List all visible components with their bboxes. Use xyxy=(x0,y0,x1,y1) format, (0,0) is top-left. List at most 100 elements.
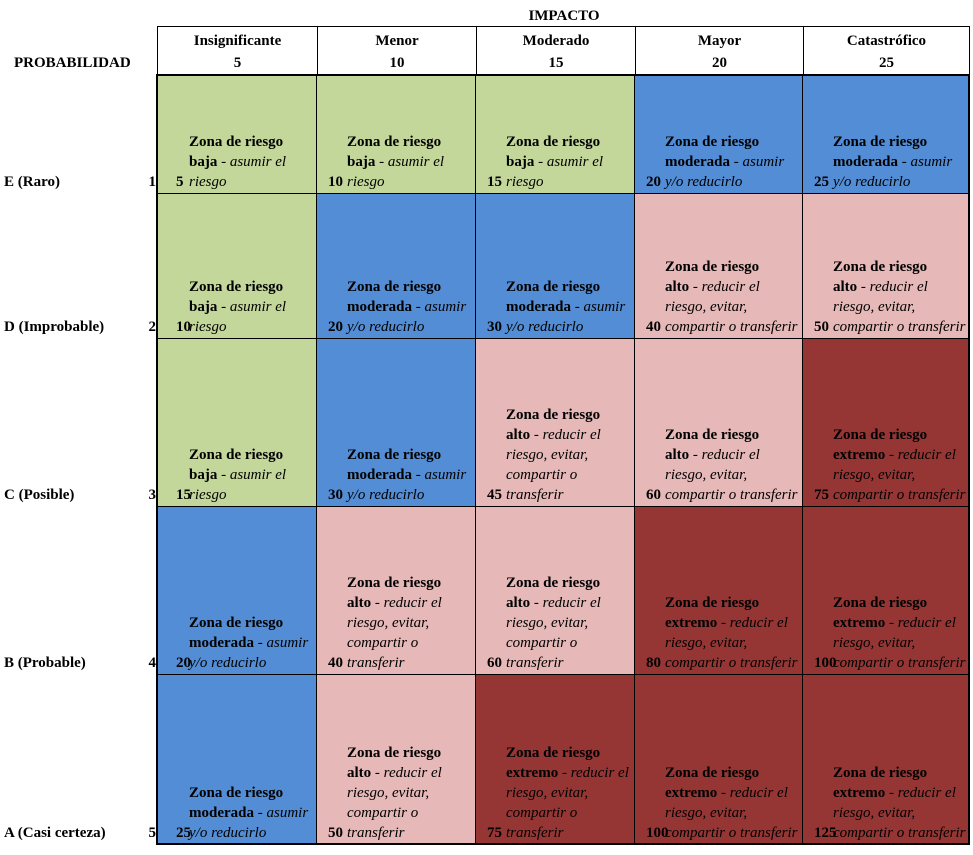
risk-zone-title: Zona de riesgo xyxy=(189,447,284,463)
risk-cell-moderada: 30 Zona de riesgo moderada - asumir y/o re… xyxy=(317,339,476,507)
risk-score: 15 xyxy=(487,174,502,190)
impact-column-header: Moderado 15 xyxy=(476,26,635,74)
risk-cell-extremo: 80 Zona de riesgo extremo - reducir el rie… xyxy=(635,507,803,675)
risk-cell-extremo: 75 Zona de riesgo extremo - reducir el rie… xyxy=(803,339,970,507)
risk-zone-title: Zona de riesgo xyxy=(189,785,284,801)
risk-action: - asumir el riesgo xyxy=(506,154,604,190)
risk-zone-title: Zona de riesgo xyxy=(347,745,442,761)
impact-column-name: Mayor xyxy=(697,33,742,49)
risk-score: 75 xyxy=(487,825,502,841)
risk-zone-text: Zona de riesgo alto - reducir el riesgo, … xyxy=(347,743,472,843)
risk-zone-level: moderada xyxy=(347,467,412,483)
risk-zone-level: extremo xyxy=(833,785,886,801)
risk-cell-moderada: 20 Zona de riesgo moderada - asumir y/o re… xyxy=(635,75,803,194)
risk-zone-title: Zona de riesgo xyxy=(833,765,928,781)
risk-action: - reducir el riesgo, evitar, compartir o… xyxy=(665,785,798,841)
risk-score: 5 xyxy=(176,174,184,190)
impact-column-name: Catastrófico xyxy=(846,33,927,49)
probability-row-value: 2 xyxy=(148,319,157,335)
probability-label: PROBABILIDAD xyxy=(14,55,131,71)
risk-zone-title: Zona de riesgo xyxy=(347,279,442,295)
risk-cell-baja: 15 Zona de riesgo baja - asumir el riesgo xyxy=(157,339,317,507)
risk-zone-text: Zona de riesgo baja - asumir el riesgo xyxy=(189,445,313,505)
risk-zone-level: moderada xyxy=(665,154,730,170)
risk-zone-text: Zona de riesgo alto - reducir el riesgo, … xyxy=(665,257,799,337)
probability-row-label: C (Posible) xyxy=(4,487,75,503)
risk-zone-text: Zona de riesgo moderada - asumir y/o redu… xyxy=(665,132,799,192)
impact-column-name: Moderado xyxy=(522,33,590,49)
risk-score: 30 xyxy=(328,487,343,503)
probability-row-value: 4 xyxy=(148,655,157,671)
risk-cell-moderada: 25 Zona de riesgo moderada - asumir y/o re… xyxy=(157,675,317,845)
probability-row-label: B (Probable) xyxy=(4,655,86,671)
risk-zone-title: Zona de riesgo xyxy=(347,447,442,463)
risk-action: - asumir el riesgo xyxy=(189,154,287,190)
impact-column-header: Menor 10 xyxy=(317,26,476,74)
risk-zone-title: Zona de riesgo xyxy=(833,134,928,150)
risk-action: - reducir el riesgo, evitar, compartir o… xyxy=(665,279,798,335)
risk-cell-extremo: 125 Zona de riesgo extremo - reducir el ri… xyxy=(803,675,970,845)
risk-zone-title: Zona de riesgo xyxy=(665,765,760,781)
impact-column-value: 20 xyxy=(712,55,727,71)
risk-score: 45 xyxy=(487,487,502,503)
risk-zone-text: Zona de riesgo baja - asumir el riesgo xyxy=(189,277,313,337)
risk-action: - reducir el riesgo, evitar, compartir o… xyxy=(347,765,442,841)
risk-zone-text: Zona de riesgo baja - asumir el riesgo xyxy=(189,132,313,192)
risk-zone-text: Zona de riesgo extremo - reducir el riesg… xyxy=(833,593,966,673)
risk-zone-title: Zona de riesgo xyxy=(506,575,601,591)
risk-cell-baja: 15 Zona de riesgo baja - asumir el riesgo xyxy=(476,75,635,194)
risk-cell-baja: 10 Zona de riesgo baja - asumir el riesgo xyxy=(157,194,317,339)
risk-zone-level: extremo xyxy=(833,447,886,463)
impact-column-name: Menor xyxy=(375,33,419,49)
risk-score: 100 xyxy=(646,825,669,841)
risk-cell-alto: 40 Zona de riesgo alto - reducir el riesgo… xyxy=(317,507,476,675)
impact-column-value: 15 xyxy=(548,55,564,71)
risk-zone-title: Zona de riesgo xyxy=(665,134,760,150)
risk-zone-level: moderada xyxy=(189,635,254,651)
risk-zone-title: Zona de riesgo xyxy=(665,427,760,443)
impact-column-value: 10 xyxy=(389,55,405,71)
risk-score: 60 xyxy=(487,655,502,671)
risk-zone-level: alto xyxy=(506,427,531,443)
risk-action: - reducir el riesgo, evitar, compartir o… xyxy=(833,785,966,841)
risk-cell-moderada: 20 Zona de riesgo moderada - asumir y/o re… xyxy=(317,194,476,339)
risk-zone-text: Zona de riesgo moderada - asumir y/o redu… xyxy=(189,613,313,673)
impact-column-header: Mayor 20 xyxy=(635,26,803,74)
risk-zone-title: Zona de riesgo xyxy=(506,745,601,761)
risk-cell-alto: 50 Zona de riesgo alto - reducir el riesgo… xyxy=(317,675,476,845)
risk-zone-text: Zona de riesgo moderada - asumir y/o redu… xyxy=(189,783,313,843)
risk-cell-extremo: 75 Zona de riesgo extremo - reducir el rie… xyxy=(476,675,635,845)
risk-zone-text: Zona de riesgo extremo - reducir el riesg… xyxy=(665,593,799,673)
risk-score: 40 xyxy=(646,319,661,335)
risk-action: - reducir el riesgo, evitar, compartir o… xyxy=(833,615,966,671)
risk-zone-text: Zona de riesgo alto - reducir el riesgo, … xyxy=(347,573,472,673)
risk-zone-title: Zona de riesgo xyxy=(506,134,601,150)
risk-zone-text: Zona de riesgo alto - reducir el riesgo, … xyxy=(506,573,631,673)
risk-action: - reducir el riesgo, evitar, compartir o… xyxy=(665,447,798,503)
risk-score: 50 xyxy=(328,825,343,841)
risk-score: 80 xyxy=(646,655,661,671)
risk-action: - reducir el riesgo, evitar, compartir o… xyxy=(833,279,966,335)
risk-score: 10 xyxy=(176,319,191,335)
risk-zone-title: Zona de riesgo xyxy=(833,259,928,275)
risk-zone-level: extremo xyxy=(665,615,718,631)
risk-score: 60 xyxy=(646,487,661,503)
risk-zone-level: baja xyxy=(506,154,535,170)
risk-cell-moderada: 25 Zona de riesgo moderada - asumir y/o re… xyxy=(803,75,970,194)
risk-cell-alto: 60 Zona de riesgo alto - reducir el riesgo… xyxy=(635,339,803,507)
risk-score: 75 xyxy=(814,487,829,503)
risk-score: 50 xyxy=(814,319,829,335)
risk-zone-level: baja xyxy=(189,299,218,315)
probability-row-value: 3 xyxy=(148,487,157,503)
risk-zone-text: Zona de riesgo extremo - reducir el riesg… xyxy=(665,763,799,843)
risk-zone-title: Zona de riesgo xyxy=(833,427,928,443)
risk-zone-title: Zona de riesgo xyxy=(189,134,284,150)
impact-title: IMPACTO xyxy=(528,8,600,24)
impact-column-header: Insignificante 5 xyxy=(157,26,317,74)
risk-cell-moderada: 30 Zona de riesgo moderada - asumir y/o re… xyxy=(476,194,635,339)
risk-zone-text: Zona de riesgo baja - asumir el riesgo xyxy=(506,132,631,192)
risk-cell-baja: 5 Zona de riesgo baja - asumir el riesgo xyxy=(157,75,317,194)
risk-cell-moderada: 20 Zona de riesgo moderada - asumir y/o re… xyxy=(157,507,317,675)
risk-zone-level: moderada xyxy=(833,154,898,170)
risk-score: 25 xyxy=(176,825,191,841)
